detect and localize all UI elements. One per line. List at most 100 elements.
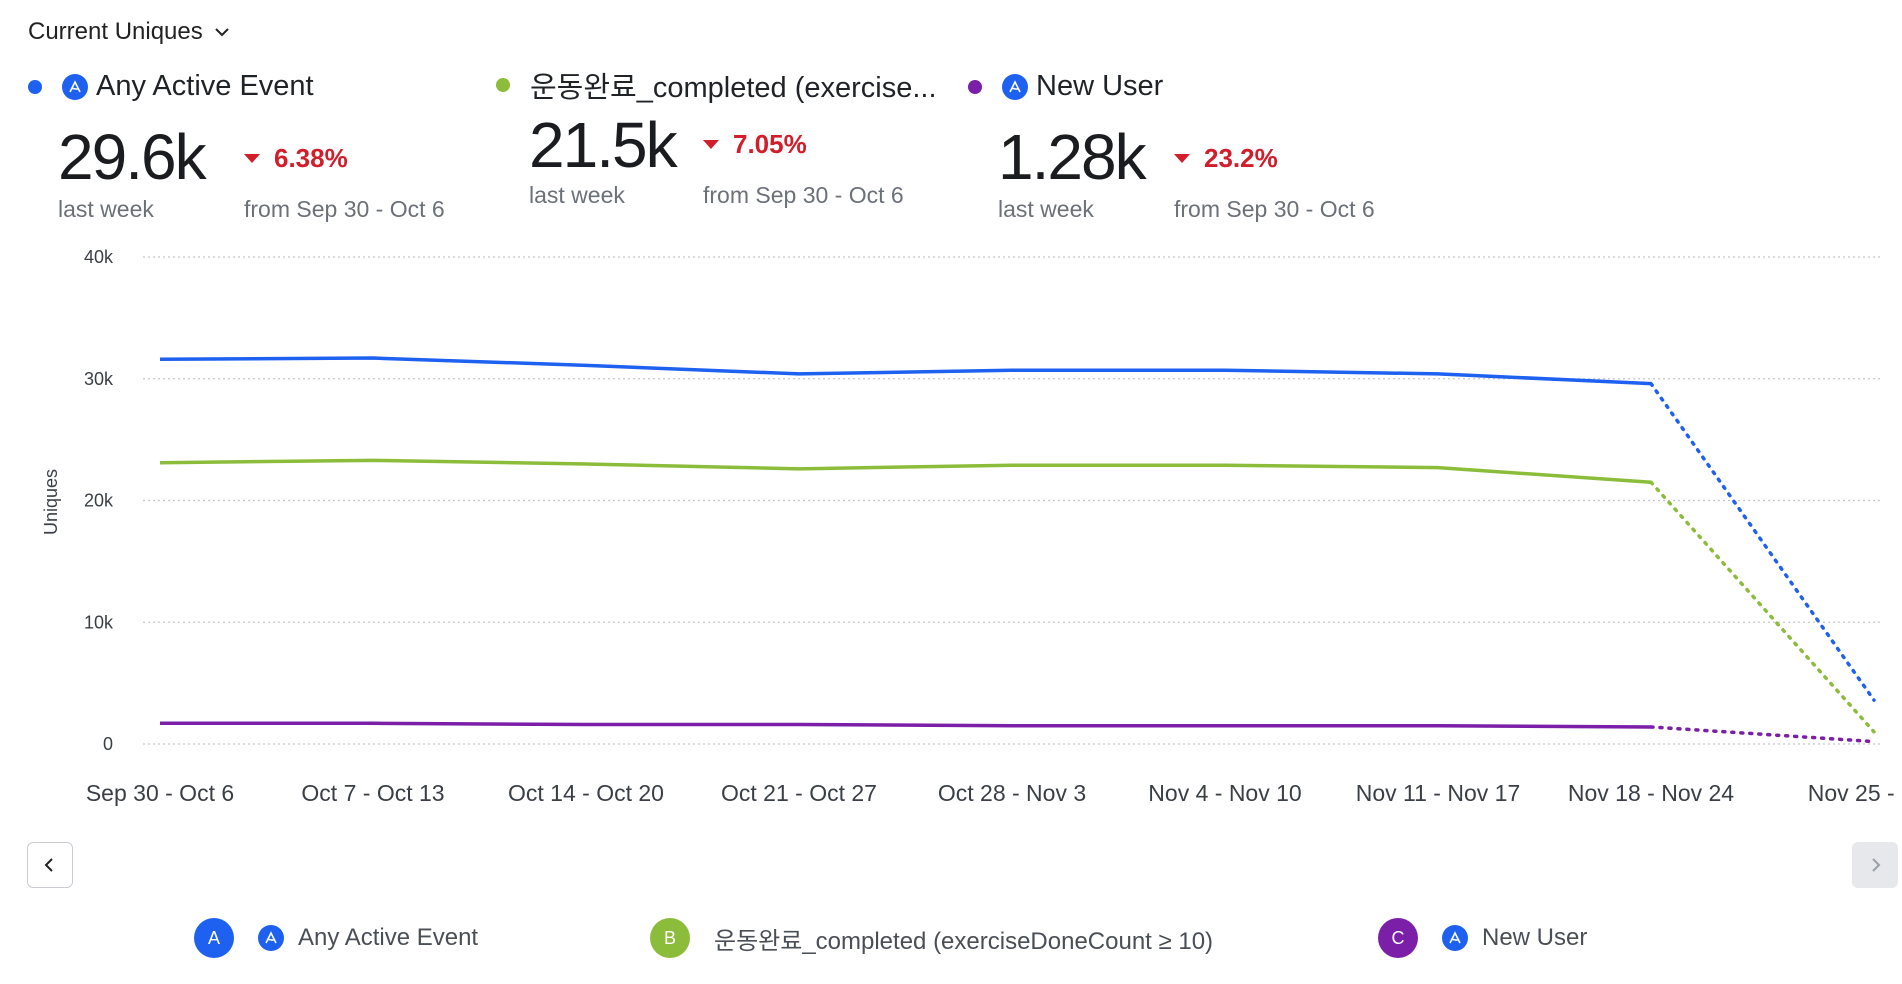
y-tick-label: 40k	[84, 247, 114, 267]
data-point[interactable]	[576, 454, 596, 474]
chevron-right-icon	[1872, 858, 1881, 872]
x-tick-label: Nov 4 - Nov 10	[1148, 780, 1301, 806]
data-point[interactable]	[789, 459, 809, 479]
data-point[interactable]	[363, 713, 383, 733]
data-point[interactable]	[363, 450, 383, 470]
data-point[interactable]	[1002, 455, 1022, 475]
kpi-period: last week	[529, 182, 625, 208]
data-point[interactable]	[1641, 374, 1661, 394]
event-icon	[1442, 925, 1468, 951]
x-axis-ticks: Sep 30 - Oct 6 Oct 7 - Oct 13 Oct 14 - Oct…	[86, 780, 1902, 806]
kpi-header: Any Active Event	[28, 70, 314, 103]
data-point[interactable]	[1002, 716, 1022, 736]
x-tick-label: Sep 30 - Oct 6	[86, 780, 234, 806]
series-1	[150, 450, 1876, 734]
legend-item-c[interactable]: C New User	[1378, 918, 1587, 958]
kpi-compare-range: from Sep 30 - Oct 6	[244, 196, 445, 222]
kpi-change: 23.2%	[1174, 143, 1278, 174]
kpi-value: 29.6k	[58, 121, 207, 193]
data-point[interactable]	[150, 713, 170, 733]
x-tick-label: Oct 14 - Oct 20	[508, 780, 664, 806]
down-arrow-icon	[703, 140, 719, 149]
x-tick-label: Nov 18 - Nov 24	[1568, 780, 1734, 806]
kpi-value: 1.28k	[998, 121, 1147, 193]
kpi-event-name: Any Active Event	[96, 70, 314, 102]
legend-label: Any Active Event	[298, 924, 479, 951]
y-tick-label: 30k	[84, 369, 114, 389]
series-color-dot	[28, 79, 42, 94]
y-axis-ticks: 0 10k 20k 30k 40k	[84, 247, 114, 754]
kpi-header: 운동완료_completed (exercise...	[496, 64, 937, 106]
x-tick-label: Nov 25 - ...	[1808, 780, 1902, 806]
kpi-exercise-completed: 운동완료_completed (exercise... 21.5k last w…	[496, 64, 946, 224]
data-point[interactable]	[1864, 732, 1884, 752]
kpi-change-value: 23.2%	[1204, 143, 1278, 173]
x-tick-label: Nov 11 - Nov 17	[1356, 780, 1520, 806]
y-axis-label: Uniques	[41, 469, 61, 535]
data-point[interactable]	[1428, 716, 1448, 736]
down-arrow-icon	[244, 154, 260, 163]
legend-badge: A	[194, 918, 234, 958]
y-tick-label: 20k	[84, 491, 114, 511]
legend-badge: B	[650, 918, 690, 958]
y-tick-label: 0	[103, 734, 113, 754]
series-2	[150, 713, 1884, 752]
chevron-left-icon	[44, 858, 53, 872]
kpi-header: New User	[968, 70, 1163, 103]
line-chart: 0 10k 20k 30k 40k Uniques Sep 30 - Oct 6 Oct …	[41, 247, 1902, 806]
kpi-period: last week	[58, 196, 154, 222]
series-line	[159, 458, 1652, 484]
data-point[interactable]	[1864, 690, 1884, 710]
data-point[interactable]	[150, 453, 170, 473]
kpi-period: last week	[998, 196, 1094, 222]
kpi-change: 7.05%	[703, 129, 807, 160]
series-0	[150, 348, 1884, 710]
series-incomplete-segment	[1649, 480, 1876, 734]
series-line	[160, 721, 1652, 729]
x-tick-label: Oct 7 - Oct 13	[301, 780, 444, 806]
data-point[interactable]	[1215, 360, 1235, 380]
next-page-button[interactable]	[1852, 842, 1898, 888]
kpi-compare-range: from Sep 30 - Oct 6	[703, 182, 904, 208]
kpi-event-name: New User	[1036, 70, 1164, 102]
kpi-event-name: 운동완료_completed (exercise...	[530, 72, 937, 104]
x-tick-label: Oct 21 - Oct 27	[721, 780, 877, 806]
data-point[interactable]	[789, 364, 809, 384]
data-point[interactable]	[1428, 458, 1448, 478]
data-point[interactable]	[576, 355, 596, 375]
series-line	[159, 356, 1652, 386]
series-color-dot	[496, 78, 510, 92]
series-incomplete-segment	[1649, 725, 1876, 744]
kpi-any-active-event: Any Active Event 29.6k last week 6.38% f…	[28, 70, 478, 230]
event-icon	[1002, 73, 1028, 100]
kpi-change-value: 7.05%	[733, 129, 807, 159]
legend-label: New User	[1482, 924, 1588, 951]
metric-selector[interactable]: Current Uniques	[28, 18, 231, 46]
y-tick-label: 10k	[84, 612, 114, 632]
kpi-compare-range: from Sep 30 - Oct 6	[1174, 196, 1375, 222]
data-point[interactable]	[576, 715, 596, 735]
metric-selector-label: Current Uniques	[28, 18, 203, 45]
down-arrow-icon	[1174, 154, 1190, 163]
series-color-dot	[968, 79, 982, 94]
data-point[interactable]	[1428, 364, 1448, 384]
data-point[interactable]	[1641, 472, 1661, 492]
data-point[interactable]	[363, 348, 383, 368]
chevron-down-icon	[215, 28, 229, 37]
data-point[interactable]	[1215, 455, 1235, 475]
data-point[interactable]	[1002, 360, 1022, 380]
legend-item-b[interactable]: B 운동완료_completed (exerciseDoneCount ≥ 10…	[650, 918, 1213, 958]
kpi-change: 6.38%	[244, 143, 348, 174]
data-point[interactable]	[1641, 717, 1661, 737]
legend-badge: C	[1378, 918, 1418, 958]
event-icon	[62, 73, 88, 100]
kpi-new-user: New User 1.28k last week 23.2% from Sep …	[968, 70, 1418, 230]
data-point[interactable]	[789, 715, 809, 735]
data-point[interactable]	[150, 349, 170, 369]
data-point[interactable]	[1215, 716, 1235, 736]
legend-item-a[interactable]: A Any Active Event	[194, 918, 478, 958]
prev-page-button[interactable]	[27, 842, 73, 888]
series-incomplete-segment	[1649, 381, 1876, 702]
gridlines	[143, 256, 1880, 745]
kpi-value: 21.5k	[529, 109, 678, 181]
